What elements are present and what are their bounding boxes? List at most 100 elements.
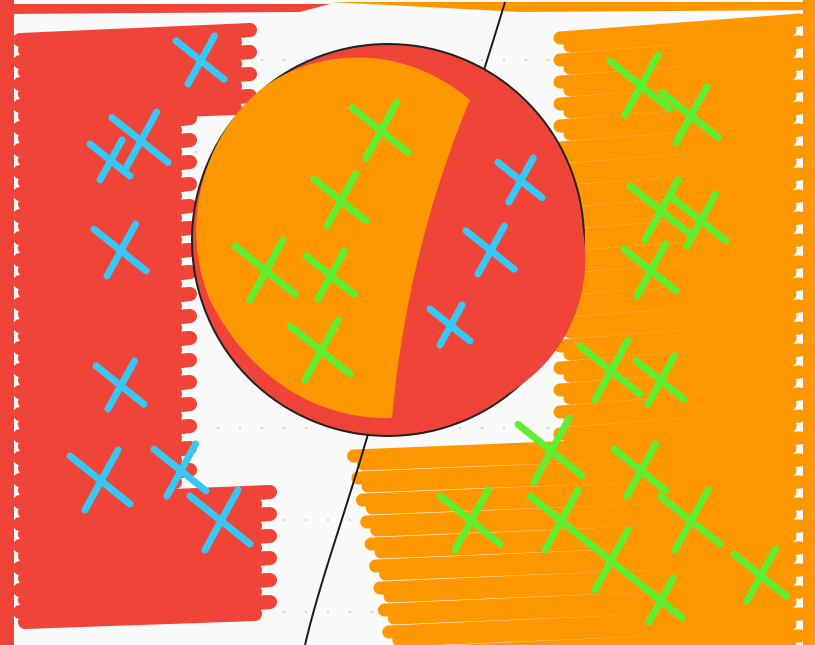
scribble-stroke [13, 89, 257, 123]
scribble-stroke [553, 145, 807, 185]
scribble-stroke [382, 607, 807, 645]
grid-dot [348, 610, 352, 614]
scribble-stroke [13, 507, 277, 541]
scribble-stroke [553, 321, 807, 361]
frame-top-orange [330, 2, 815, 12]
grid-dot [282, 610, 286, 614]
grid-dot [480, 426, 484, 430]
scribble-stroke [553, 299, 807, 339]
scribble-stroke [553, 409, 807, 449]
green-cross-marks [231, 51, 790, 626]
scribble-stroke [13, 177, 197, 211]
scribble-stroke [13, 309, 197, 343]
blue-cross-icon [186, 486, 254, 554]
scribble-stroke [13, 67, 257, 101]
scribble-stroke [13, 331, 197, 365]
scribble-stroke [13, 595, 277, 629]
blue-cross-icon [86, 136, 134, 184]
blue-cross-marks [66, 32, 546, 554]
blue-cross-icon [66, 446, 134, 514]
grid-dot [546, 58, 550, 62]
scribble-stroke [13, 45, 257, 79]
green-cross-icon [302, 247, 358, 303]
scribble-stroke [360, 497, 807, 537]
grid-dot [502, 58, 506, 62]
blue-cross-icon [494, 154, 546, 206]
grid-dot [238, 426, 242, 430]
grid-dot [458, 426, 462, 430]
scribble-stroke [13, 529, 277, 563]
scribble-stroke [553, 255, 807, 295]
grid-dot [216, 426, 220, 430]
scribble-stroke [13, 23, 257, 57]
green-cross-icon [231, 236, 299, 304]
grid-dot [304, 610, 308, 614]
scribble-stroke [13, 353, 197, 387]
green-cross-icon [626, 176, 694, 244]
grid-dot [304, 518, 308, 522]
scribble-stroke [13, 111, 197, 145]
grid-dot [304, 426, 308, 430]
grid-dot [326, 610, 330, 614]
green-cross-icon [606, 51, 674, 119]
blue-cross-icon [462, 222, 518, 278]
grid-dot [546, 426, 550, 430]
scribble-stroke [377, 585, 807, 625]
grid-dot [282, 58, 286, 62]
scribble-stroke [553, 57, 807, 97]
scribble-stroke [553, 365, 807, 405]
grid-dot [260, 426, 264, 430]
scribble-stroke [553, 387, 807, 427]
blue-cross-icon [92, 357, 148, 413]
scribble-stroke [369, 541, 807, 581]
green-cross-icon [730, 545, 790, 605]
scribble-stroke [13, 375, 197, 409]
scribble-stroke [13, 573, 277, 607]
blue-cross-icon [426, 301, 474, 349]
blue-cross-icon [108, 108, 172, 172]
blue-cross-icon [90, 220, 150, 280]
blue-cross-icon [172, 32, 228, 88]
green-cross-icon [576, 336, 644, 404]
green-cross-icon [620, 240, 680, 300]
scribble-stroke [13, 441, 197, 475]
green-cross-icon [436, 486, 504, 554]
scribble-stroke [13, 199, 197, 233]
frame-top-red [0, 4, 330, 14]
scribble-stroke [13, 485, 277, 519]
green-cross-icon [286, 316, 354, 384]
grid-dot [502, 426, 506, 430]
hand-drawn-circle [191, 43, 586, 437]
scribble-stroke [13, 243, 197, 277]
green-cross-icon [610, 440, 670, 500]
green-cross-icon [632, 352, 688, 408]
green-cross-icon [514, 414, 586, 486]
green-cross-icon [348, 98, 412, 162]
scribble-stroke [13, 287, 197, 321]
scribble-stroke [553, 13, 807, 53]
green-cross-icon [656, 486, 724, 554]
grid-dot [282, 518, 286, 522]
green-cross-icon [310, 170, 370, 230]
green-cross-icon [670, 190, 730, 250]
grid-dot [194, 150, 198, 154]
scribble-stroke [553, 233, 807, 273]
green-cross-icon [634, 574, 686, 626]
grid-dot [260, 58, 264, 62]
frame-left-red [0, 0, 14, 645]
scribble-stroke [553, 35, 807, 75]
grid-dot [348, 518, 352, 522]
grid-dot [282, 426, 286, 430]
scribble-stroke [347, 431, 807, 471]
scribble-stroke [553, 343, 807, 383]
scribble-stroke [553, 277, 807, 317]
scribble-stroke [13, 551, 277, 585]
scribble-stroke [13, 419, 197, 453]
grid-dot [524, 58, 528, 62]
grid-dot [326, 518, 330, 522]
green-cross-icon [658, 83, 722, 147]
green-cross-icon [576, 526, 644, 594]
blue-cross-icon [150, 440, 210, 500]
grid-dot [480, 58, 484, 62]
